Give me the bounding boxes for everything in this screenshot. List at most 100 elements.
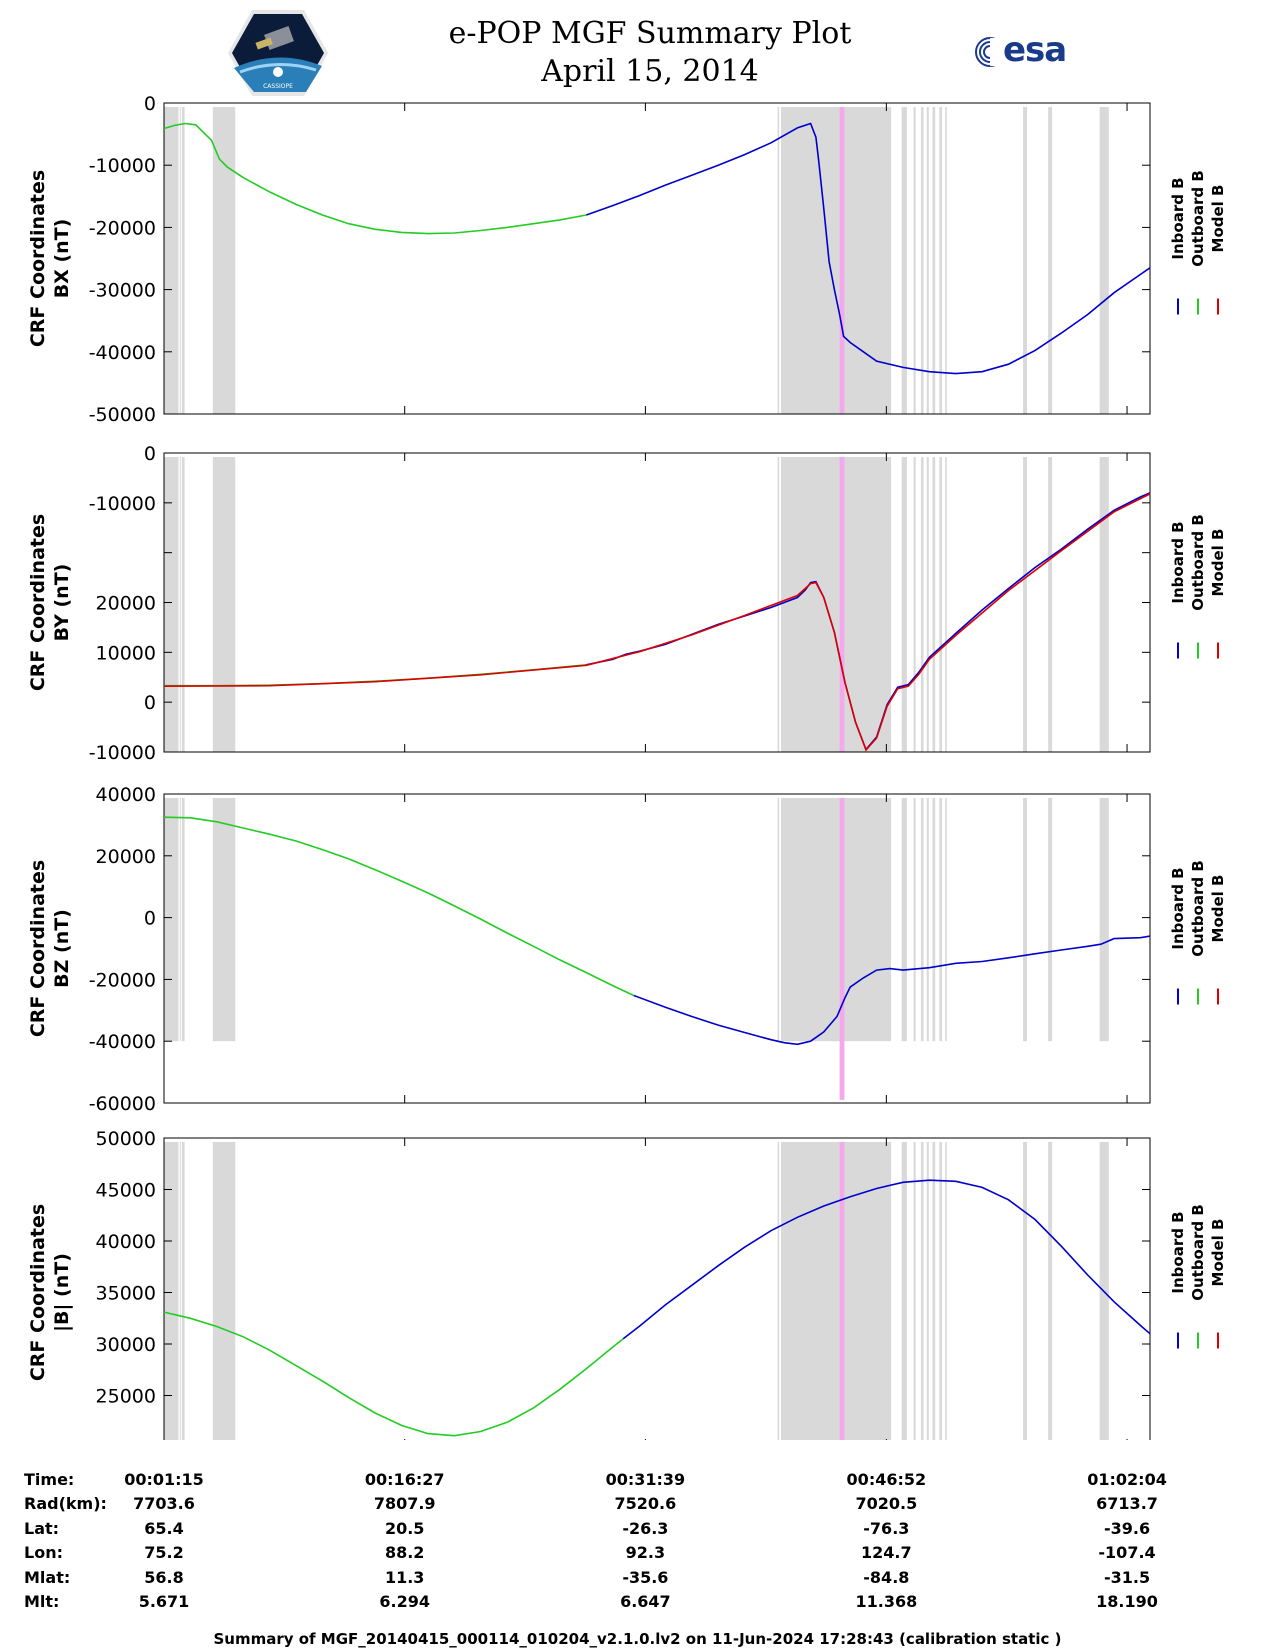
series-line-outboard-b (163, 122, 587, 235)
table-cell: 5.671 (138, 1592, 190, 1611)
data-gap-shade (939, 457, 943, 752)
data-gap-shade (945, 1142, 947, 1440)
legend-label: Outboard B (1189, 514, 1207, 611)
data-gap-shade (945, 457, 947, 752)
event-marker (839, 798, 845, 1100)
data-gap-shade (777, 107, 780, 414)
data-gap-shade (920, 457, 924, 752)
data-gap-shade (932, 107, 936, 414)
legend-label: Model B (1209, 185, 1227, 253)
table-cell: 6713.7 (1096, 1494, 1158, 1513)
panel-2: 0 -10000 20000 10000 0 -10000 CRF Coordinates B… (27, 443, 1227, 764)
legend-label: Model B (1209, 529, 1227, 597)
y-axis-label-units: BX (nT) (51, 219, 73, 299)
table-cell: 11.3 (384, 1568, 425, 1587)
panel-3: 40000 20000 0 -20000 -40000 -60000 CRF Coordin… (27, 784, 1227, 1115)
data-gap-shade (901, 107, 907, 414)
y-tick-label: 45000 (96, 1180, 156, 1202)
y-tick-label: 0 (144, 443, 156, 465)
y-tick-label: 20000 (96, 1437, 156, 1440)
legend-label: Inboard B (1169, 521, 1187, 603)
table-cell: 7520.6 (614, 1494, 677, 1513)
y-axis-label-units: BY (nT) (51, 564, 73, 642)
y-tick-label: 35000 (96, 1283, 156, 1305)
y-tick-label: -40000 (89, 1031, 156, 1053)
plot-frame (163, 1137, 1151, 1440)
data-gap-shade (212, 107, 236, 414)
series-line-model-b (163, 493, 1151, 752)
y-tick-label: 10000 (96, 642, 156, 664)
plot-frame (163, 452, 1151, 753)
data-gap-shade (945, 798, 947, 1042)
data-gap-shade (1023, 107, 1028, 414)
legend: Inboard B Outboard B Model B (1169, 514, 1227, 659)
y-tick-label: -10000 (89, 493, 156, 515)
footer-caption: Summary of MGF_20140415_000114_010204_v2… (213, 1630, 1062, 1648)
y-tick-label: 0 (144, 93, 156, 115)
y-tick-label: 40000 (96, 1231, 156, 1253)
table-cell: -35.6 (622, 1568, 669, 1587)
table-cell: -84.8 (863, 1568, 910, 1587)
data-gap-shade (781, 457, 892, 752)
event-marker (839, 107, 845, 414)
data-gap-shade (781, 107, 892, 414)
table-row-label: Lon: (24, 1543, 63, 1562)
data-gap-shade (212, 457, 236, 752)
table-row-label: Mlt: (24, 1592, 60, 1611)
event-marker (839, 457, 845, 752)
legend-label: Outboard B (1189, 1204, 1207, 1301)
data-gap-shade (181, 107, 185, 414)
data-gap-shade (164, 798, 179, 1042)
data-gap-shade (1099, 107, 1109, 414)
data-gap-shade (901, 1142, 907, 1440)
data-gap-shade (901, 457, 907, 752)
table-cell: -107.4 (1098, 1543, 1156, 1562)
series-line-outboard-b (163, 816, 635, 997)
data-gap-shade (777, 798, 780, 1042)
data-gap-shade (1099, 798, 1109, 1042)
table-cell: 56.8 (144, 1568, 184, 1587)
table-cell: 75.2 (144, 1543, 184, 1562)
data-gap-shade (939, 107, 943, 414)
table-cell: 6.647 (620, 1592, 671, 1611)
y-tick-label: -20000 (89, 217, 156, 239)
data-gap-shade (913, 457, 916, 752)
table-cell: 7020.5 (855, 1494, 918, 1513)
table-row-label: Rad(km): (24, 1494, 107, 1513)
table-row-label: Lat: (24, 1519, 60, 1538)
table-cell: -31.5 (1103, 1568, 1151, 1587)
data-gap-shade (926, 798, 929, 1042)
y-tick-label: 40000 (96, 784, 156, 806)
data-gap-shade (179, 457, 181, 752)
y-axis-label-units: BZ (nT) (51, 909, 73, 988)
legend-label: Model B (1209, 1219, 1227, 1287)
legend-label: Outboard B (1189, 860, 1207, 957)
data-gap-shade (926, 107, 929, 414)
data-gap-shade (920, 1142, 924, 1440)
legend-label: Outboard B (1189, 170, 1207, 267)
y-tick-label: -10000 (89, 155, 156, 177)
y-tick-label: 25000 (96, 1386, 156, 1408)
series-line-inboard-b (586, 122, 1151, 375)
y-axis-label: CRF Coordinates (27, 1204, 49, 1381)
legend: Inboard B Outboard B Model B (1169, 1204, 1227, 1349)
y-tick-label: -30000 (89, 280, 156, 302)
plot-date: April 15, 2014 (541, 54, 759, 89)
data-gap-shade (179, 1142, 181, 1440)
svg-text:CASSIOPE: CASSIOPE (263, 83, 293, 90)
esa-logo-text: esa (1003, 30, 1067, 70)
table-row-label: Time: (24, 1470, 75, 1489)
data-gap-shade (926, 1142, 929, 1440)
y-tick-label: 20000 (96, 846, 156, 868)
table-cell: 00:31:39 (605, 1470, 686, 1489)
table-cell: 6.294 (379, 1592, 430, 1611)
cassiope-logo-icon: CASSIOPE (228, 10, 328, 96)
table-cell: -39.6 (1103, 1519, 1151, 1538)
data-gap-shade (781, 1142, 892, 1440)
data-gap-shade (164, 457, 179, 752)
data-gap-shade (181, 1142, 185, 1440)
y-axis-label: CRF Coordinates (27, 170, 49, 347)
data-gap-shade (164, 107, 179, 414)
esa-logo-icon (975, 37, 1005, 67)
y-tick-label: -50000 (89, 404, 156, 426)
